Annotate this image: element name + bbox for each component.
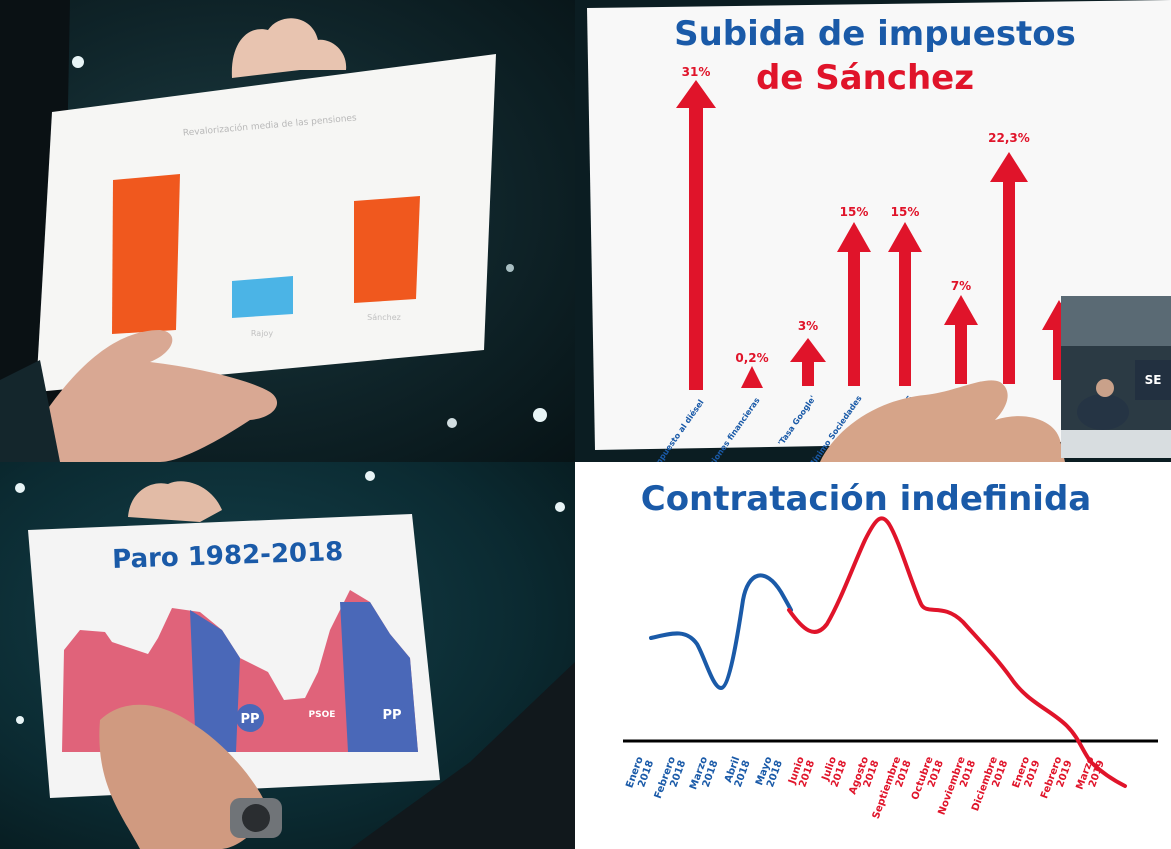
tax-arrow-1: 31% [676,65,716,390]
trend-line-red [787,516,1127,788]
logo-pp-1: PP [240,712,259,727]
tax-arrow-4: 15% [837,205,871,386]
arrow-value: 0,2% [735,351,768,365]
paro-area-blue-1 [190,610,240,752]
contratacion-chart: Contratación indefinida Enero2018Febrero… [623,479,1158,821]
bar-sanchez [354,196,420,303]
tax-arrow-3: 3% [790,319,826,386]
arrow-value: 4 [1055,301,1063,315]
tax-arrow-5: 15% [888,205,922,386]
pensions-scene: Revalorización media de las pensiones Ra… [0,0,547,462]
arrow-shape [676,80,716,390]
arrow-shape [888,222,922,386]
tax-sheet [587,0,1171,450]
radio-studio-inset: SE [1061,296,1171,458]
bar-rajoy [232,276,293,318]
panel-paro-photo: Paro 1982-2018 PP PSOE PP [0,462,575,849]
arrow-value: 22,3% [988,131,1030,145]
bar-left [112,174,180,334]
arrow-value: 15% [891,205,920,219]
trend-line-blue [649,573,793,691]
logo-psoe: PSOE [309,710,336,720]
arrow-shape [944,295,978,384]
panel-contratacion: Contratación indefinida Enero 2018 Febrero… [575,462,1171,849]
tax-arrow-6: 7% [944,279,978,384]
panel-pensions-photo: Revalorización media de las pensiones Ra… [0,0,575,462]
arrow-shape [790,338,826,386]
arrow-value: 15% [840,205,869,219]
tax-scene: Subida de impuestos de Sánchez 31% 0,2% 3%… [587,0,1171,462]
tax-title-line2: de Sánchez [756,58,974,98]
tax-title-line1: Subida de impuestos [674,14,1076,54]
pensions-sheet [36,54,496,392]
paro-scene: Paro 1982-2018 PP PSOE PP [15,471,575,849]
arrow-shape [741,366,763,388]
panel-tax-arrows: Subida de impuestos de Sánchez 31% 0,2% 3%… [575,0,1171,462]
contratacion-title: Contratación indefinida [641,479,1091,519]
arrow-shape [837,222,871,386]
tax-arrow-7: 22,3% [988,131,1030,384]
arrow-value: 31% [682,65,711,79]
tax-arrow-2: 0,2% [735,351,769,388]
arrow-value: 3% [798,319,818,333]
inset-sign: SE [1145,373,1162,387]
arrow-shape [990,152,1028,384]
arrow-value: 7% [951,279,971,293]
logo-pp-2: PP [382,708,401,723]
label-rajoy: Rajoy [251,329,273,338]
label-sanchez: Sánchez [367,313,401,322]
